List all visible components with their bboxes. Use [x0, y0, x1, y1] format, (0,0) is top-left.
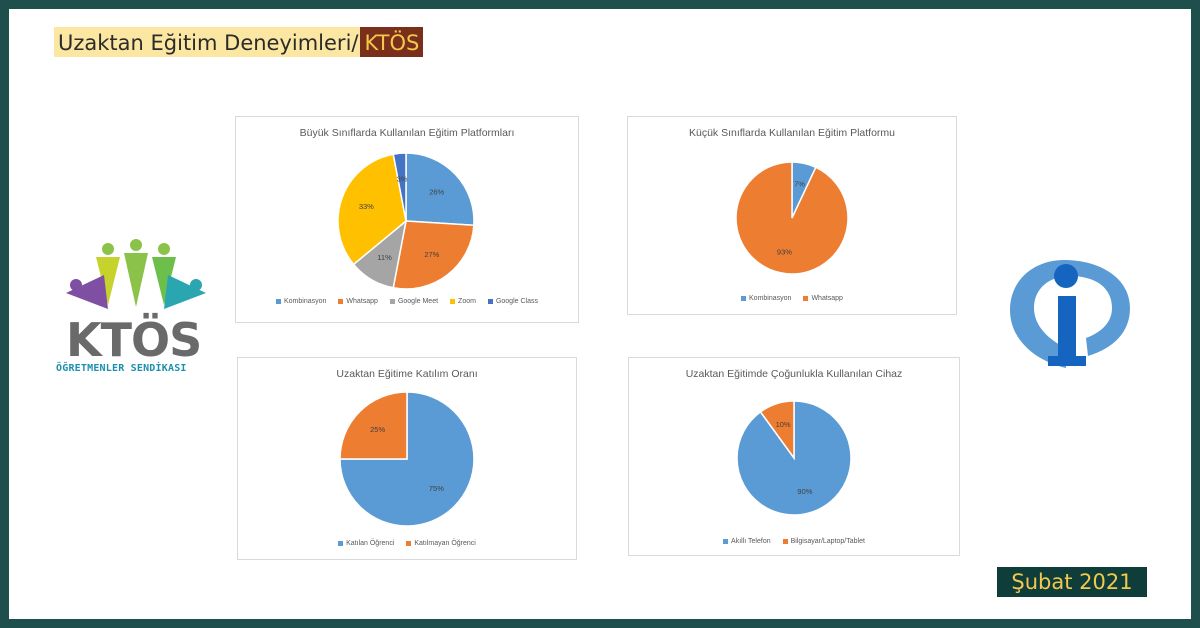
pie-data-label: 93%: [777, 247, 792, 256]
chart-legend: Katılan Öğrenci Katılmayan Öğrenci: [238, 540, 576, 547]
pie-slice: [405, 152, 475, 227]
pie-data-label: 33%: [359, 202, 374, 211]
pie-slice: [759, 400, 795, 461]
pie-slice: [339, 391, 475, 527]
legend-label: Whatsapp: [811, 295, 843, 302]
pie-data-label: 90%: [797, 487, 812, 496]
pie-data-label: 26%: [429, 188, 444, 197]
legend-item: Katılmayan Öğrenci: [406, 540, 476, 547]
legend-swatch: [741, 295, 747, 301]
legend-swatch: [338, 540, 344, 546]
legend-swatch: [406, 540, 412, 546]
pie-data-label: 75%: [429, 484, 444, 493]
legend-label: Kombinasyon: [749, 295, 792, 302]
legend-label: Kombinasyon: [284, 298, 327, 305]
slide-title: Uzaktan Eğitim Deneyimleri/ KTÖS: [54, 27, 424, 57]
legend-item: Whatsapp: [803, 295, 843, 302]
slide-date: Şubat 2021: [997, 567, 1147, 597]
pie-chart: 26% 27% 11% 33% 3%: [337, 152, 475, 290]
legend-swatch: [723, 538, 729, 544]
chart-legend: Kombinasyon Whatsapp: [628, 295, 956, 302]
pie-slice: [735, 161, 849, 275]
chart-small-classes-platform: Küçük Sınıflarda Kullanılan Eğitim Platf…: [627, 116, 957, 315]
legend-item: Google Meet: [389, 298, 439, 305]
pie-data-label: 11%: [377, 253, 392, 262]
legend-swatch: [338, 298, 344, 304]
slide-frame: [9, 9, 1191, 619]
legend-item: Kombinasyon: [276, 298, 326, 305]
legend-label: Zoom: [458, 298, 476, 305]
legend-label: Google Meet: [397, 298, 439, 305]
legend-label: Bilgisayar/Laptop/Tablet: [790, 538, 865, 545]
legend-swatch: [487, 298, 493, 304]
legend-label: Whatsapp: [346, 298, 378, 305]
legend-item: Akıllı Telefon: [723, 538, 771, 545]
chart-large-classes-platforms: Büyük Sınıflarda Kullanılan Eğitim Platf…: [235, 116, 579, 323]
legend-swatch: [782, 538, 788, 544]
ktos-logo-subtitle: ÖĞRETMENLER SENDİKASI: [56, 363, 187, 374]
legend-item: Zoom: [450, 298, 476, 305]
ktos-logo-figures-icon: [66, 239, 206, 309]
legend-label: Google Class: [495, 298, 538, 305]
legend-swatch: [803, 295, 809, 301]
legend-item: Whatsapp: [338, 298, 378, 305]
chart-device-used: Uzaktan Eğitimde Çoğunlukla Kullanılan C…: [628, 357, 960, 556]
pie-chart: 90% 10%: [736, 400, 852, 516]
pie-chart: 7% 93%: [735, 161, 849, 275]
pie-chart: 75% 25%: [339, 391, 475, 527]
ktos-logo-word: KTÖS: [66, 313, 202, 367]
legend-swatch: [276, 298, 281, 304]
pie-data-label: 10%: [776, 420, 791, 429]
info-logo-icon: [1004, 252, 1134, 377]
legend-item: Bilgisayar/Laptop/Tablet: [782, 538, 865, 545]
legend-item: Katılan Öğrenci: [338, 540, 394, 547]
chart-legend: Akıllı Telefon Bilgisayar/Laptop/Tablet: [629, 538, 959, 545]
pie-slice: [337, 153, 407, 266]
slide-title-brand: KTÖS: [360, 27, 424, 57]
chart-title: Büyük Sınıflarda Kullanılan Eğitim Platf…: [299, 127, 515, 139]
ktos-logo: KTÖS ÖĞRETMENLER SENDİKASI: [56, 235, 211, 390]
chart-legend: Kombinasyon Whatsapp Google Meet Zoom Google…: [236, 298, 578, 305]
chart-title: Uzaktan Eğitime Katılım Oranı: [336, 368, 478, 380]
legend-label: Akıllı Telefon: [731, 538, 771, 545]
pie-slice: [339, 391, 408, 460]
chart-title: Uzaktan Eğitimde Çoğunlukla Kullanılan C…: [685, 368, 903, 380]
chart-participation-rate: Uzaktan Eğitime Katılım Oranı 75% 25% Kat…: [237, 357, 577, 560]
legend-swatch: [389, 298, 395, 304]
legend-label: Katılmayan Öğrenci: [414, 540, 476, 547]
legend-label: Katılan Öğrenci: [346, 540, 395, 547]
chart-title: Küçük Sınıflarda Kullanılan Eğitim Platf…: [688, 127, 896, 139]
legend-item: Google Class: [487, 298, 538, 305]
pie-data-label: 3%: [397, 175, 408, 184]
pie-data-label: 27%: [424, 250, 439, 259]
legend-swatch: [450, 298, 456, 304]
legend-item: Kombinasyon: [741, 295, 791, 302]
pie-slice: [392, 220, 475, 290]
pie-data-label: 25%: [370, 425, 385, 434]
slide-title-text: Uzaktan Eğitim Deneyimleri/: [54, 27, 361, 57]
pie-slice: [392, 152, 407, 222]
pie-data-label: 7%: [794, 180, 805, 189]
